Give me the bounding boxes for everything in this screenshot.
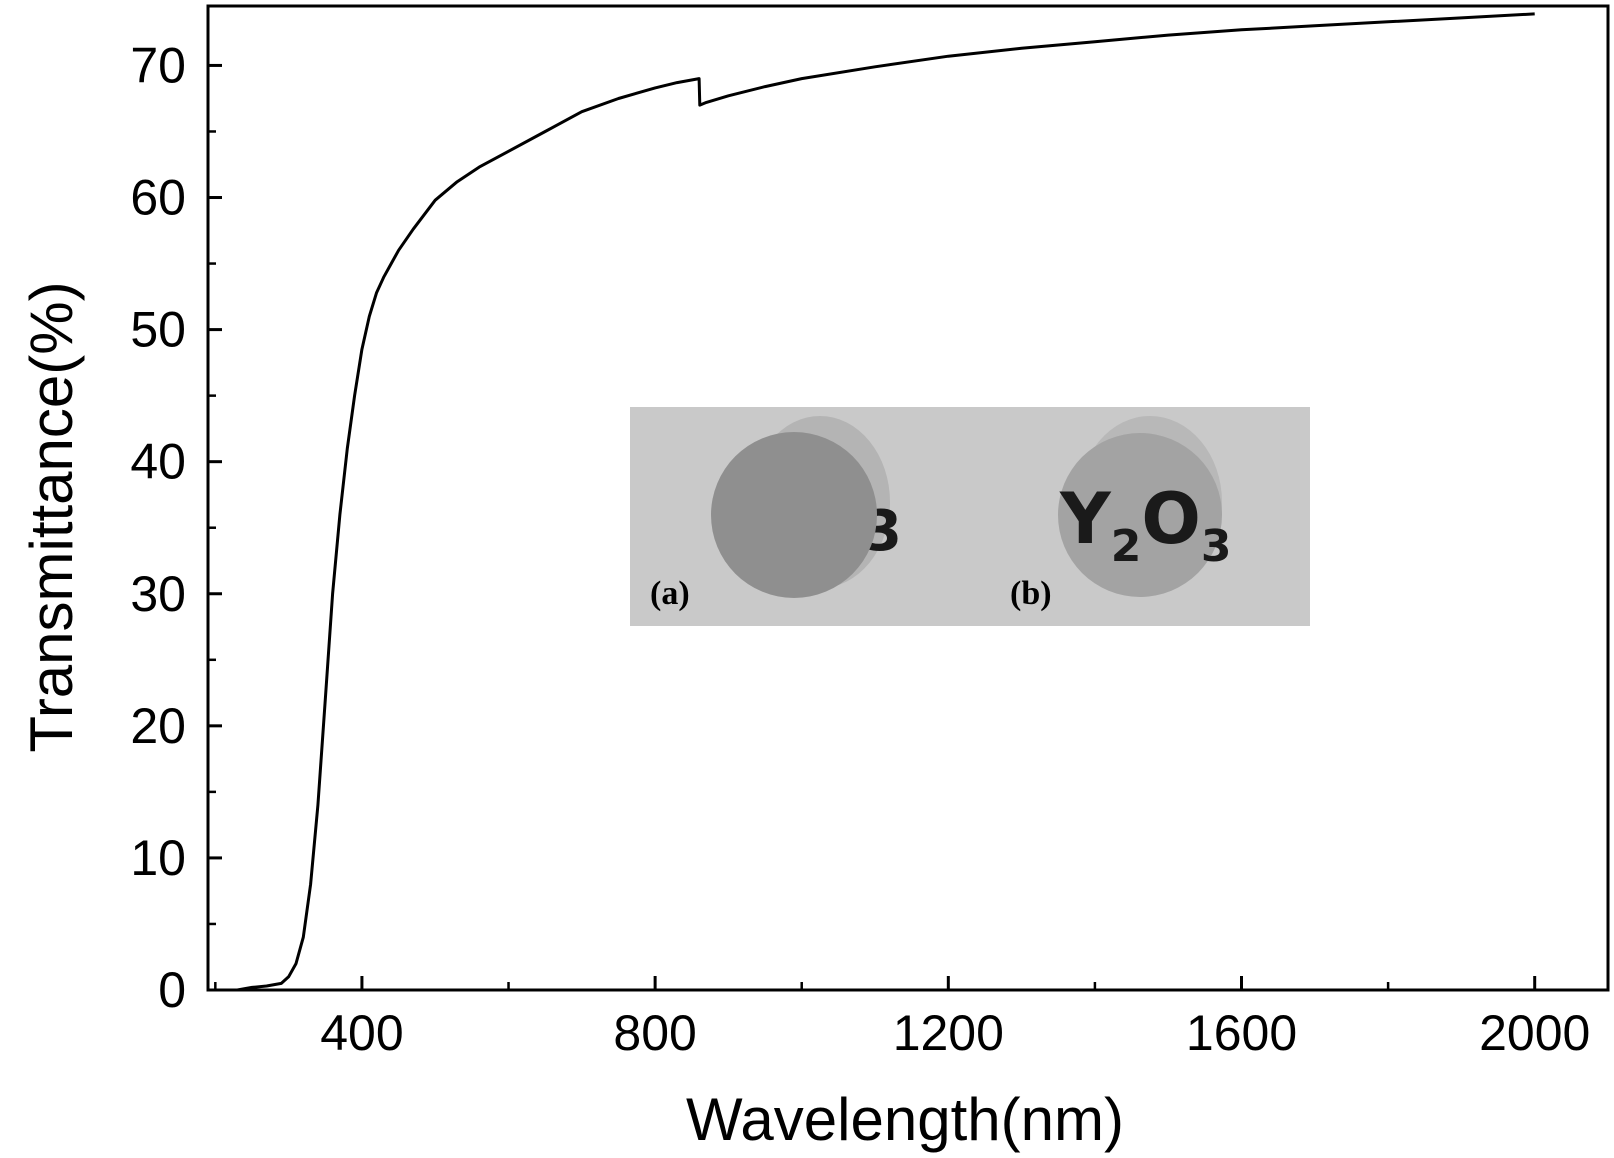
y-tick-label: 50 bbox=[130, 302, 186, 358]
disk-b-text-y: Y bbox=[1059, 478, 1112, 560]
y-axis-tick-labels: 0 10 20 30 40 50 60 70 bbox=[130, 37, 186, 1018]
y-axis-ticks bbox=[208, 63, 222, 992]
inset-label-b: (b) bbox=[1010, 575, 1052, 612]
x-tick-label: 2000 bbox=[1479, 1005, 1590, 1061]
inset-label-a: (a) bbox=[650, 575, 690, 612]
disk-b-text-o: O bbox=[1141, 478, 1201, 560]
disk-a bbox=[711, 432, 877, 598]
disk-b-text: Y2O3 bbox=[1059, 478, 1231, 572]
plot-frame bbox=[206, 4, 1610, 992]
x-tick-label: 1600 bbox=[1186, 1005, 1297, 1061]
inset-photo: 3 Y2O3 (a) (b) bbox=[630, 407, 1310, 626]
x-axis-tick-labels: 400 800 1200 1600 2000 bbox=[320, 1005, 1590, 1061]
x-tick-label: 1200 bbox=[893, 1005, 1004, 1061]
disk-b-text-sub2: 3 bbox=[1201, 521, 1232, 572]
disk-b bbox=[1058, 433, 1222, 597]
disk-b-text-sub1: 2 bbox=[1111, 521, 1142, 572]
y-tick-label: 10 bbox=[130, 830, 186, 886]
y-tick-label: 20 bbox=[130, 698, 186, 754]
series-layer bbox=[222, 12, 1535, 992]
x-axis-ticks bbox=[214, 976, 1537, 990]
y-tick-label: 30 bbox=[130, 566, 186, 622]
y-tick-label: 40 bbox=[130, 434, 186, 490]
y-tick-label: 0 bbox=[158, 962, 186, 1018]
y-axis-title: Transmittance(%) bbox=[18, 281, 85, 752]
x-tick-label: 400 bbox=[320, 1005, 403, 1061]
x-axis-title: Wavelength(nm) bbox=[686, 1086, 1124, 1153]
x-tick-label: 800 bbox=[613, 1005, 696, 1061]
transmittance-line bbox=[222, 12, 1535, 992]
y-tick-label: 70 bbox=[130, 37, 186, 93]
plot-border bbox=[206, 4, 1610, 992]
y-tick-label: 60 bbox=[130, 170, 186, 226]
